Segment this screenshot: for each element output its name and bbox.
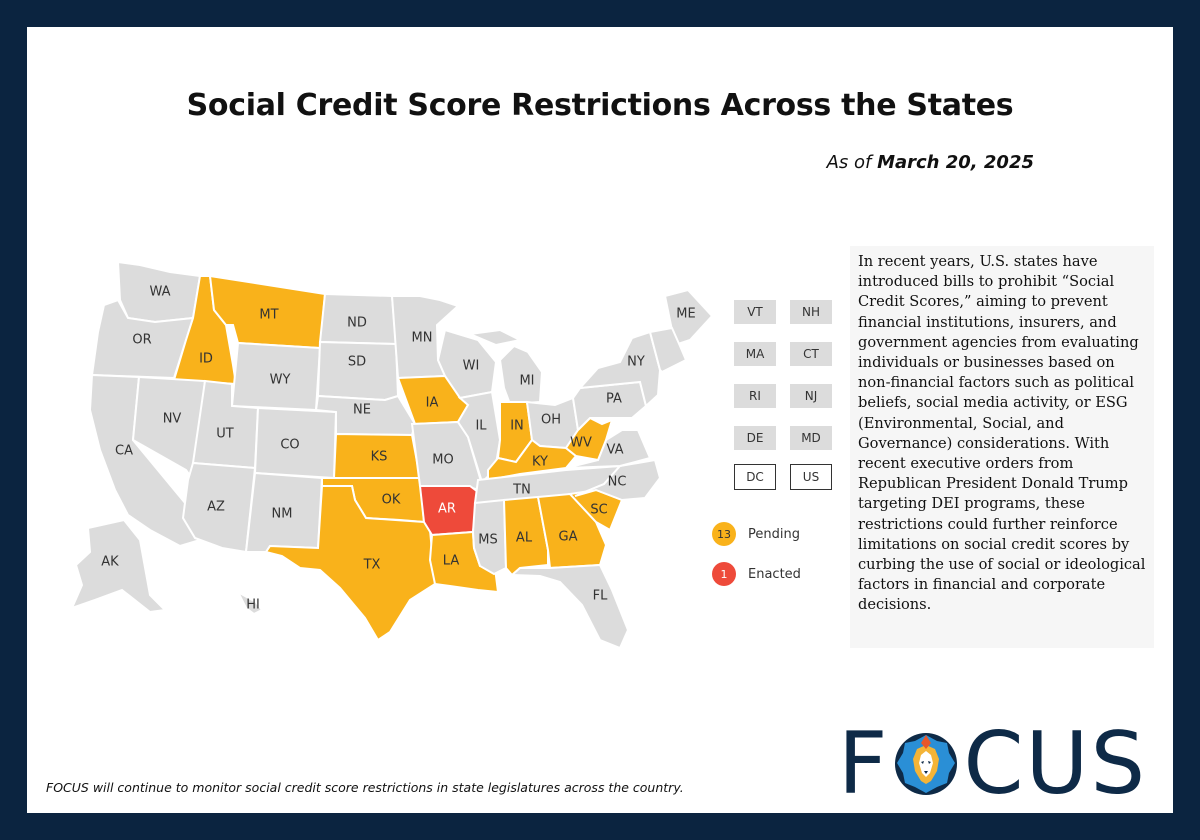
lion-head-icon [895,733,958,795]
explanation-text: In recent years, U.S. states have introd… [850,246,1154,648]
label-al: AL [516,531,533,546]
label-ak: AK [101,555,119,570]
label-mt: MT [259,308,278,323]
label-mi: MI [519,374,534,389]
box-md[interactable]: MD [790,426,832,450]
state-hi[interactable] [235,589,264,616]
label-ar: AR [438,502,456,517]
footer-note: FOCUS will continue to monitor social cr… [46,780,684,795]
label-nm: NM [272,507,293,522]
label-nc: NC [608,475,627,490]
label-mn: MN [412,331,433,346]
label-nv: NV [163,412,182,427]
label-wi: WI [463,359,480,374]
label-oh: OH [541,413,561,428]
logo-text-left: F [838,714,890,814]
state-ak[interactable] [70,518,168,614]
label-az: AZ [207,500,225,515]
box-de[interactable]: DE [734,426,776,450]
box-dc[interactable]: DC [734,464,776,490]
label-fl: FL [593,589,608,604]
box-nh[interactable]: NH [790,300,832,324]
label-ks: KS [371,450,388,465]
label-ky: KY [532,455,548,470]
label-ok: OK [382,493,401,508]
label-mo: MO [432,453,453,468]
as-of-prefix: As of [826,152,878,173]
label-tn: TN [512,483,531,498]
as-of-date: As of March 20, 2025 [827,152,1034,173]
label-wv: WV [570,436,592,451]
legend-enacted-label: Enacted [748,566,801,582]
label-co: CO [280,438,299,453]
legend-pending-count: 13 [712,522,736,546]
focus-logo: F CUS [838,714,1148,814]
box-nj[interactable]: NJ [790,384,832,408]
state-fl[interactable] [509,563,630,650]
label-ga: GA [559,530,578,545]
box-us[interactable]: US [790,464,832,490]
legend-pending-label: Pending [748,526,800,542]
label-id: ID [199,352,213,367]
label-wa: WA [149,285,170,300]
box-ri[interactable]: RI [734,384,776,408]
label-sd: SD [348,355,366,370]
state-nc[interactable] [574,458,662,502]
label-va: VA [607,443,624,458]
legend-pending: 13 Pending [712,522,800,546]
label-hi: HI [246,598,260,613]
page-title: Social Credit Score Restrictions Across … [186,88,1014,123]
label-wy: WY [270,373,291,388]
logo-text-right: CUS [963,714,1148,814]
label-ia: IA [426,396,439,411]
label-ut: UT [216,427,234,442]
state-sd[interactable] [316,340,400,402]
label-la: LA [443,554,460,569]
box-ma[interactable]: MA [734,342,776,366]
label-tx: TX [363,558,381,573]
label-il: IL [475,419,487,434]
as-of-date-value: March 20, 2025 [877,152,1034,173]
legend-enacted: 1 Enacted [712,562,801,586]
label-nd: ND [347,316,367,331]
box-vt[interactable]: VT [734,300,776,324]
label-ms: MS [478,533,497,548]
label-ny: NY [627,355,645,370]
state-new-england-small[interactable] [648,326,688,374]
label-or: OR [132,333,151,348]
state-labels: WA OR CA ID NV MT WY UT AZ CO NM ND SD N… [101,285,695,613]
state-mi[interactable] [466,328,544,406]
box-ct[interactable]: CT [790,342,832,366]
label-pa: PA [606,392,622,407]
label-me: ME [676,307,695,322]
label-ca: CA [115,444,133,459]
label-sc: SC [590,503,607,518]
label-in: IN [510,419,524,434]
legend-enacted-count: 1 [712,562,736,586]
label-ne: NE [353,403,371,418]
